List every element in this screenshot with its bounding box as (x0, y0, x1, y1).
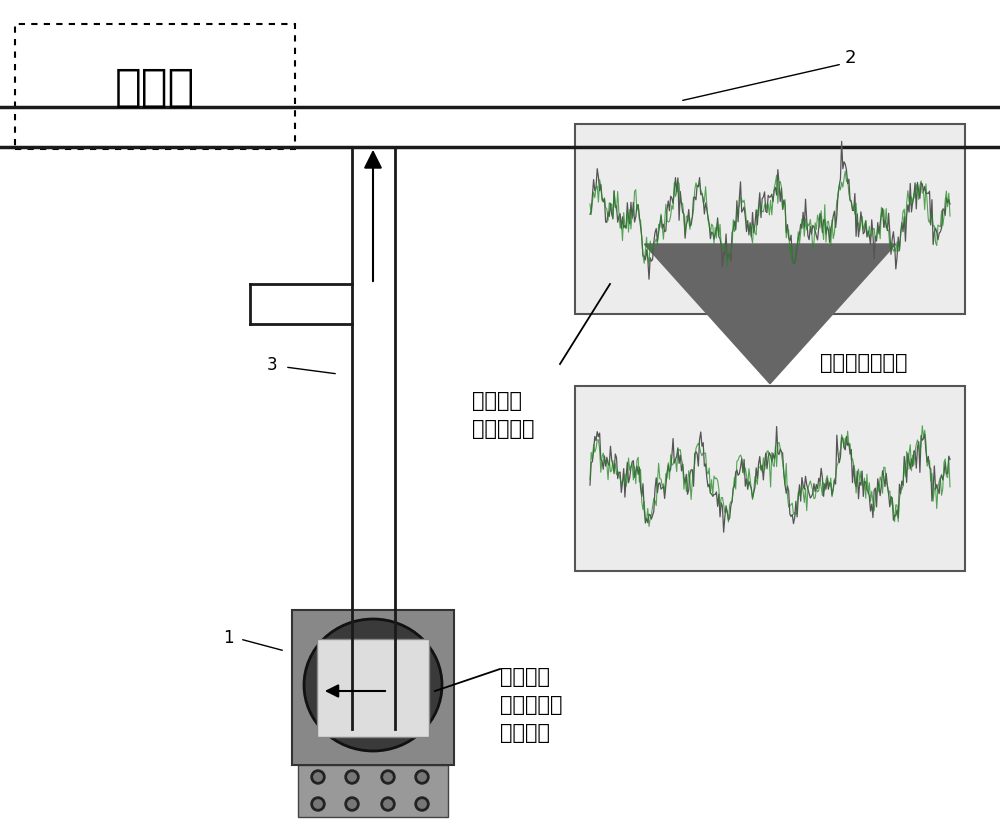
Text: 几乎原样地传达: 几乎原样地传达 (820, 352, 907, 373)
Text: 工艺流体
压力的晃动: 工艺流体 压力的晃动 (472, 391, 534, 438)
Circle shape (345, 770, 359, 784)
Circle shape (418, 800, 426, 808)
Bar (292, 610, 454, 765)
Text: 3: 3 (267, 355, 277, 373)
Circle shape (415, 797, 429, 811)
Text: 压力信号
发生器中的
压力晃动: 压力信号 发生器中的 压力晃动 (500, 666, 562, 742)
Circle shape (311, 797, 325, 811)
Circle shape (381, 770, 395, 784)
Circle shape (418, 773, 426, 781)
Bar (317, 639, 429, 737)
Text: 2: 2 (844, 49, 856, 67)
Circle shape (348, 800, 356, 808)
Bar (749, 314, 791, 342)
Circle shape (345, 797, 359, 811)
Circle shape (314, 800, 322, 808)
Circle shape (314, 773, 322, 781)
Circle shape (384, 800, 392, 808)
Ellipse shape (304, 619, 442, 751)
Text: 正常时: 正常时 (115, 66, 195, 110)
Circle shape (384, 773, 392, 781)
Bar (298, 765, 448, 817)
Bar (575, 124, 965, 314)
Circle shape (381, 797, 395, 811)
Text: 1: 1 (223, 628, 233, 646)
Circle shape (311, 770, 325, 784)
Circle shape (415, 770, 429, 784)
Circle shape (348, 773, 356, 781)
Bar (575, 387, 965, 572)
FancyBboxPatch shape (15, 25, 295, 150)
